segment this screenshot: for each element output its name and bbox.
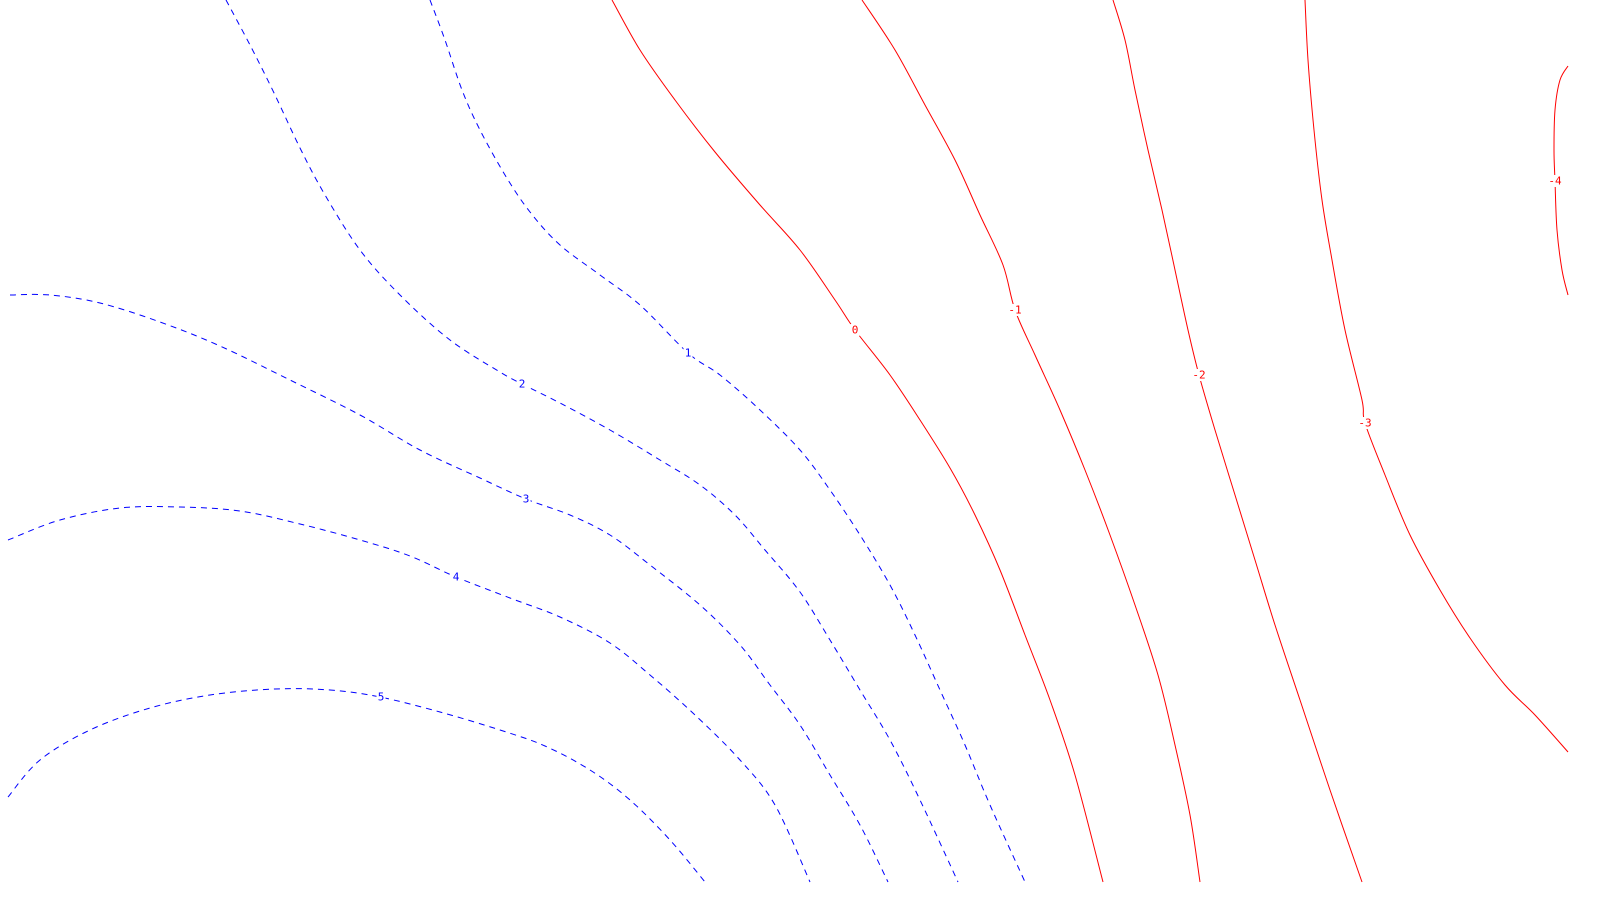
contour-label-bg <box>521 493 531 505</box>
contour-label-bg <box>376 691 386 703</box>
contour-label-1: 1 <box>685 347 692 360</box>
contour-label-neg4: -4 <box>1548 175 1562 188</box>
contour-label-bg <box>1357 417 1373 429</box>
contour-label-bg <box>1547 175 1563 187</box>
contour-label-0: 0 <box>852 324 859 337</box>
contour-labels: 5 4 3 2 1 0 -1 -2 -3 -4 <box>376 175 1563 704</box>
contour-label-bg <box>683 347 693 359</box>
contour-line-neg2 <box>1112 0 1363 883</box>
contour-label-2: 2 <box>519 378 526 391</box>
contour-label-bg <box>1191 369 1207 381</box>
contour-line-2 <box>225 0 959 883</box>
contour-label-neg1: -1 <box>1008 304 1021 317</box>
contour-line-3 <box>9 293 889 883</box>
contour-line-neg1 <box>861 0 1201 883</box>
contour-line-1 <box>429 0 1026 883</box>
contour-line-5 <box>7 688 706 883</box>
contour-line-0 <box>611 0 1104 883</box>
contour-label-bg <box>451 571 461 583</box>
contour-label-neg2: -2 <box>1192 369 1205 382</box>
contour-line-neg4 <box>1553 65 1569 296</box>
contour-label-5: 5 <box>378 691 385 704</box>
contour-label-bg <box>1007 304 1023 316</box>
contour-label-bg <box>517 378 527 390</box>
contour-label-4: 4 <box>453 571 460 584</box>
contour-label-bg <box>850 324 860 336</box>
contour-label-neg3: -3 <box>1358 417 1371 430</box>
contour-label-3: 3 <box>523 493 530 506</box>
contour-lines <box>7 0 1569 883</box>
